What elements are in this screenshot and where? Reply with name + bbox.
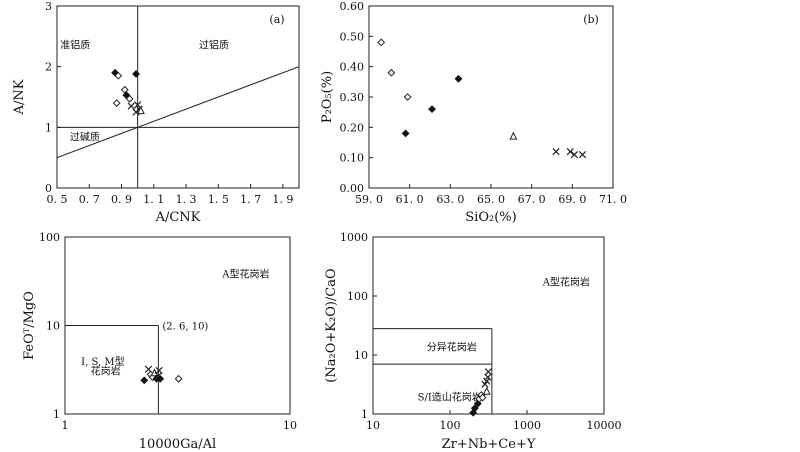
panel-4-ytick-label-1: 1 [361,408,368,421]
panel-3-x-axis-label: 10000Ga/Al [139,437,216,452]
panel-2-point-9-cross [566,147,574,156]
panel-3-ytick-label-2: 10 [46,320,60,333]
panel-1-point-7-diamond-open [112,99,121,107]
panel-2-xtick-label-3: 63. 0 [436,193,464,206]
panel-3-xtick-label-2: 10 [283,419,297,432]
panel-2-ytick-label-2: 0.10 [340,152,365,165]
panel-1-boundary-3 [57,66,299,159]
panel-2-x-axis-label: SiO₂(%) [465,210,516,225]
panel-2-ytick-label-7: 0.60 [340,0,365,13]
panel-4-ytick-label-4: 1000 [340,231,368,244]
panel-1-region-label-1: 准铝质 [60,39,90,51]
panel-2-point-3-diamond-open [403,93,412,101]
panel-3-point-1-diamond-filled [140,376,149,385]
panel-1-y-axis-label: A/NK [12,79,27,115]
panel-4: 10 100 1000 100001101001000Zr+Nb+Ce+Y(Na₂O+… [324,231,622,452]
panel-3-ytick-label-1: 1 [53,408,60,421]
panel-1-xtick-label-5: 1. 3 [176,193,197,206]
panel-4-frame [372,236,605,415]
panel-1-point-6-diamond-open [125,94,134,103]
panel-2-xtick-label-7: 71. 0 [599,193,627,206]
panel-2: 59. 0 61. 0 63. 0 65. 0 67. 0 69. 0 71. 0 0.00 0… [320,0,627,225]
panel-1-point-2-diamond-open [114,71,123,80]
panel-2-point-5-diamond-filled [428,105,436,114]
panel-1-xtick-label-2: 0. 7 [79,193,100,206]
panel-3-region-label-2: I, S, M型 [81,355,124,368]
panel-4-region-label-2: 分异花岗岩 [427,340,477,353]
panel-3-point-9-diamond-filled [156,374,165,383]
panel-1: 0. 5 0. 7 0. 9 1. 1 1. 3 1. 5 1. 7 1. 9 0 1 2 3 A/CN… [12,0,300,225]
panel-2-ytick-label-6: 0.50 [340,30,365,43]
panel-2-point-11-cross [578,151,587,159]
panel-4-region-label-3: S/I造山花岗岩 [418,390,482,403]
panel-4-xtick-label-1: 10 [366,419,380,432]
panel-3-region-label-1: A型花岗岩 [221,267,269,280]
panel-1-ytick-label-1: 0 [45,182,52,195]
panel-2-xtick-label-1: 59. 0 [355,193,383,206]
panel-1-xtick-label-4: 1. 1 [143,193,164,206]
panel-2-xtick-label-5: 67. 0 [518,193,546,206]
panel-2-point-10-cross [570,151,578,159]
panel-4-y-axis-label: (Na₂O+K₂O)/CaO [324,268,339,382]
panel-1-frame [56,5,300,189]
panel-4-region-label-1: A型花岗岩 [542,276,590,289]
panel-4-point-11-cross [484,368,492,376]
panel-1-region-label-2: 过铝质 [199,38,229,51]
panel-4-xtick-label-4: 10000 [587,419,622,432]
panel-4-ytick-label-2: 10 [354,349,368,362]
panel-2-tag: (b) [583,13,599,26]
panel-3-ytick-label-3: 100 [39,231,60,244]
panel-1-x-axis-label: A/CNK [155,210,201,225]
panel-2-point-1-diamond-open [377,38,386,47]
panel-4-point-2-diamond-filled [470,404,479,413]
panel-1-point-9-cross [134,101,142,109]
panel-2-ytick-label-4: 0.30 [340,91,365,104]
panel-1-xtick-label-8: 1. 9 [272,193,293,206]
panel-2-point-8-cross [552,147,560,156]
panel-4-ytick-label-3: 100 [347,290,368,303]
panel-1-ytick-label-4: 3 [45,0,52,13]
panel-1-region-label-3: 过碱质 [70,131,100,144]
panel-3-y-axis-label: FeOᵀ/MgO [22,291,37,360]
panel-2-ytick-label-5: 0.40 [340,61,365,74]
panel-4-point-6-diamond-open [478,393,487,402]
panel-4-x-axis-label: Zr+Nb+Ce+Y [442,437,536,452]
panel-2-xtick-label-6: 69. 0 [558,193,586,206]
panel-1-xtick-label-7: 1. 7 [240,193,261,206]
panel-2-point-6-diamond-filled [454,74,463,83]
panel-1-xtick-label-6: 1. 5 [208,193,229,206]
panel-1-point-8-cross [127,102,135,110]
panel-2-point-2-diamond-open [387,68,396,77]
panel-2-point-7-triangle-open [509,131,518,140]
panel-1-tag: (a) [269,13,284,26]
panel-2-point-4-diamond-filled [401,129,410,138]
panel-3-point-8-cross [155,366,163,375]
panel-1-ytick-label-2: 1 [45,121,52,134]
panel-2-xtick-label-2: 61. 0 [396,193,424,206]
panel-2-xtick-label-4: 65. 0 [477,193,505,206]
panel-4-xtick-label-3: 1000 [513,419,541,432]
panel-2-ytick-label-1: 0.00 [340,182,365,195]
panel-4-point-7-triangle-open [482,386,491,395]
panel-3: 1 10 1 10 100 10000Ga/Al FeOᵀ/MgO A型花岗岩 I, S, M型… [22,231,297,452]
panel-1-ytick-label-3: 2 [45,61,52,74]
panel-1-point-11-triangle-open [136,106,145,115]
panel-3-region-label-3: 花岗岩 [91,364,121,377]
panel-3-xtick-label-1: 1 [62,419,69,432]
panel-1-xtick-label-1: 0. 5 [47,193,68,206]
panel-3-point-10-diamond-open [174,374,183,383]
panel-4-xtick-label-2: 100 [440,419,461,432]
panel-2-ytick-label-3: 0.20 [340,121,365,134]
panel-2-y-axis-label: P₂O₅(%) [320,71,335,123]
panel-1-point-3-diamond-filled [132,70,140,78]
panel-1-xtick-label-3: 0. 9 [111,193,132,206]
panel-1-point-12-cross [132,108,140,116]
panel-3-corner-annotation: (2. 6, 10) [162,322,208,333]
